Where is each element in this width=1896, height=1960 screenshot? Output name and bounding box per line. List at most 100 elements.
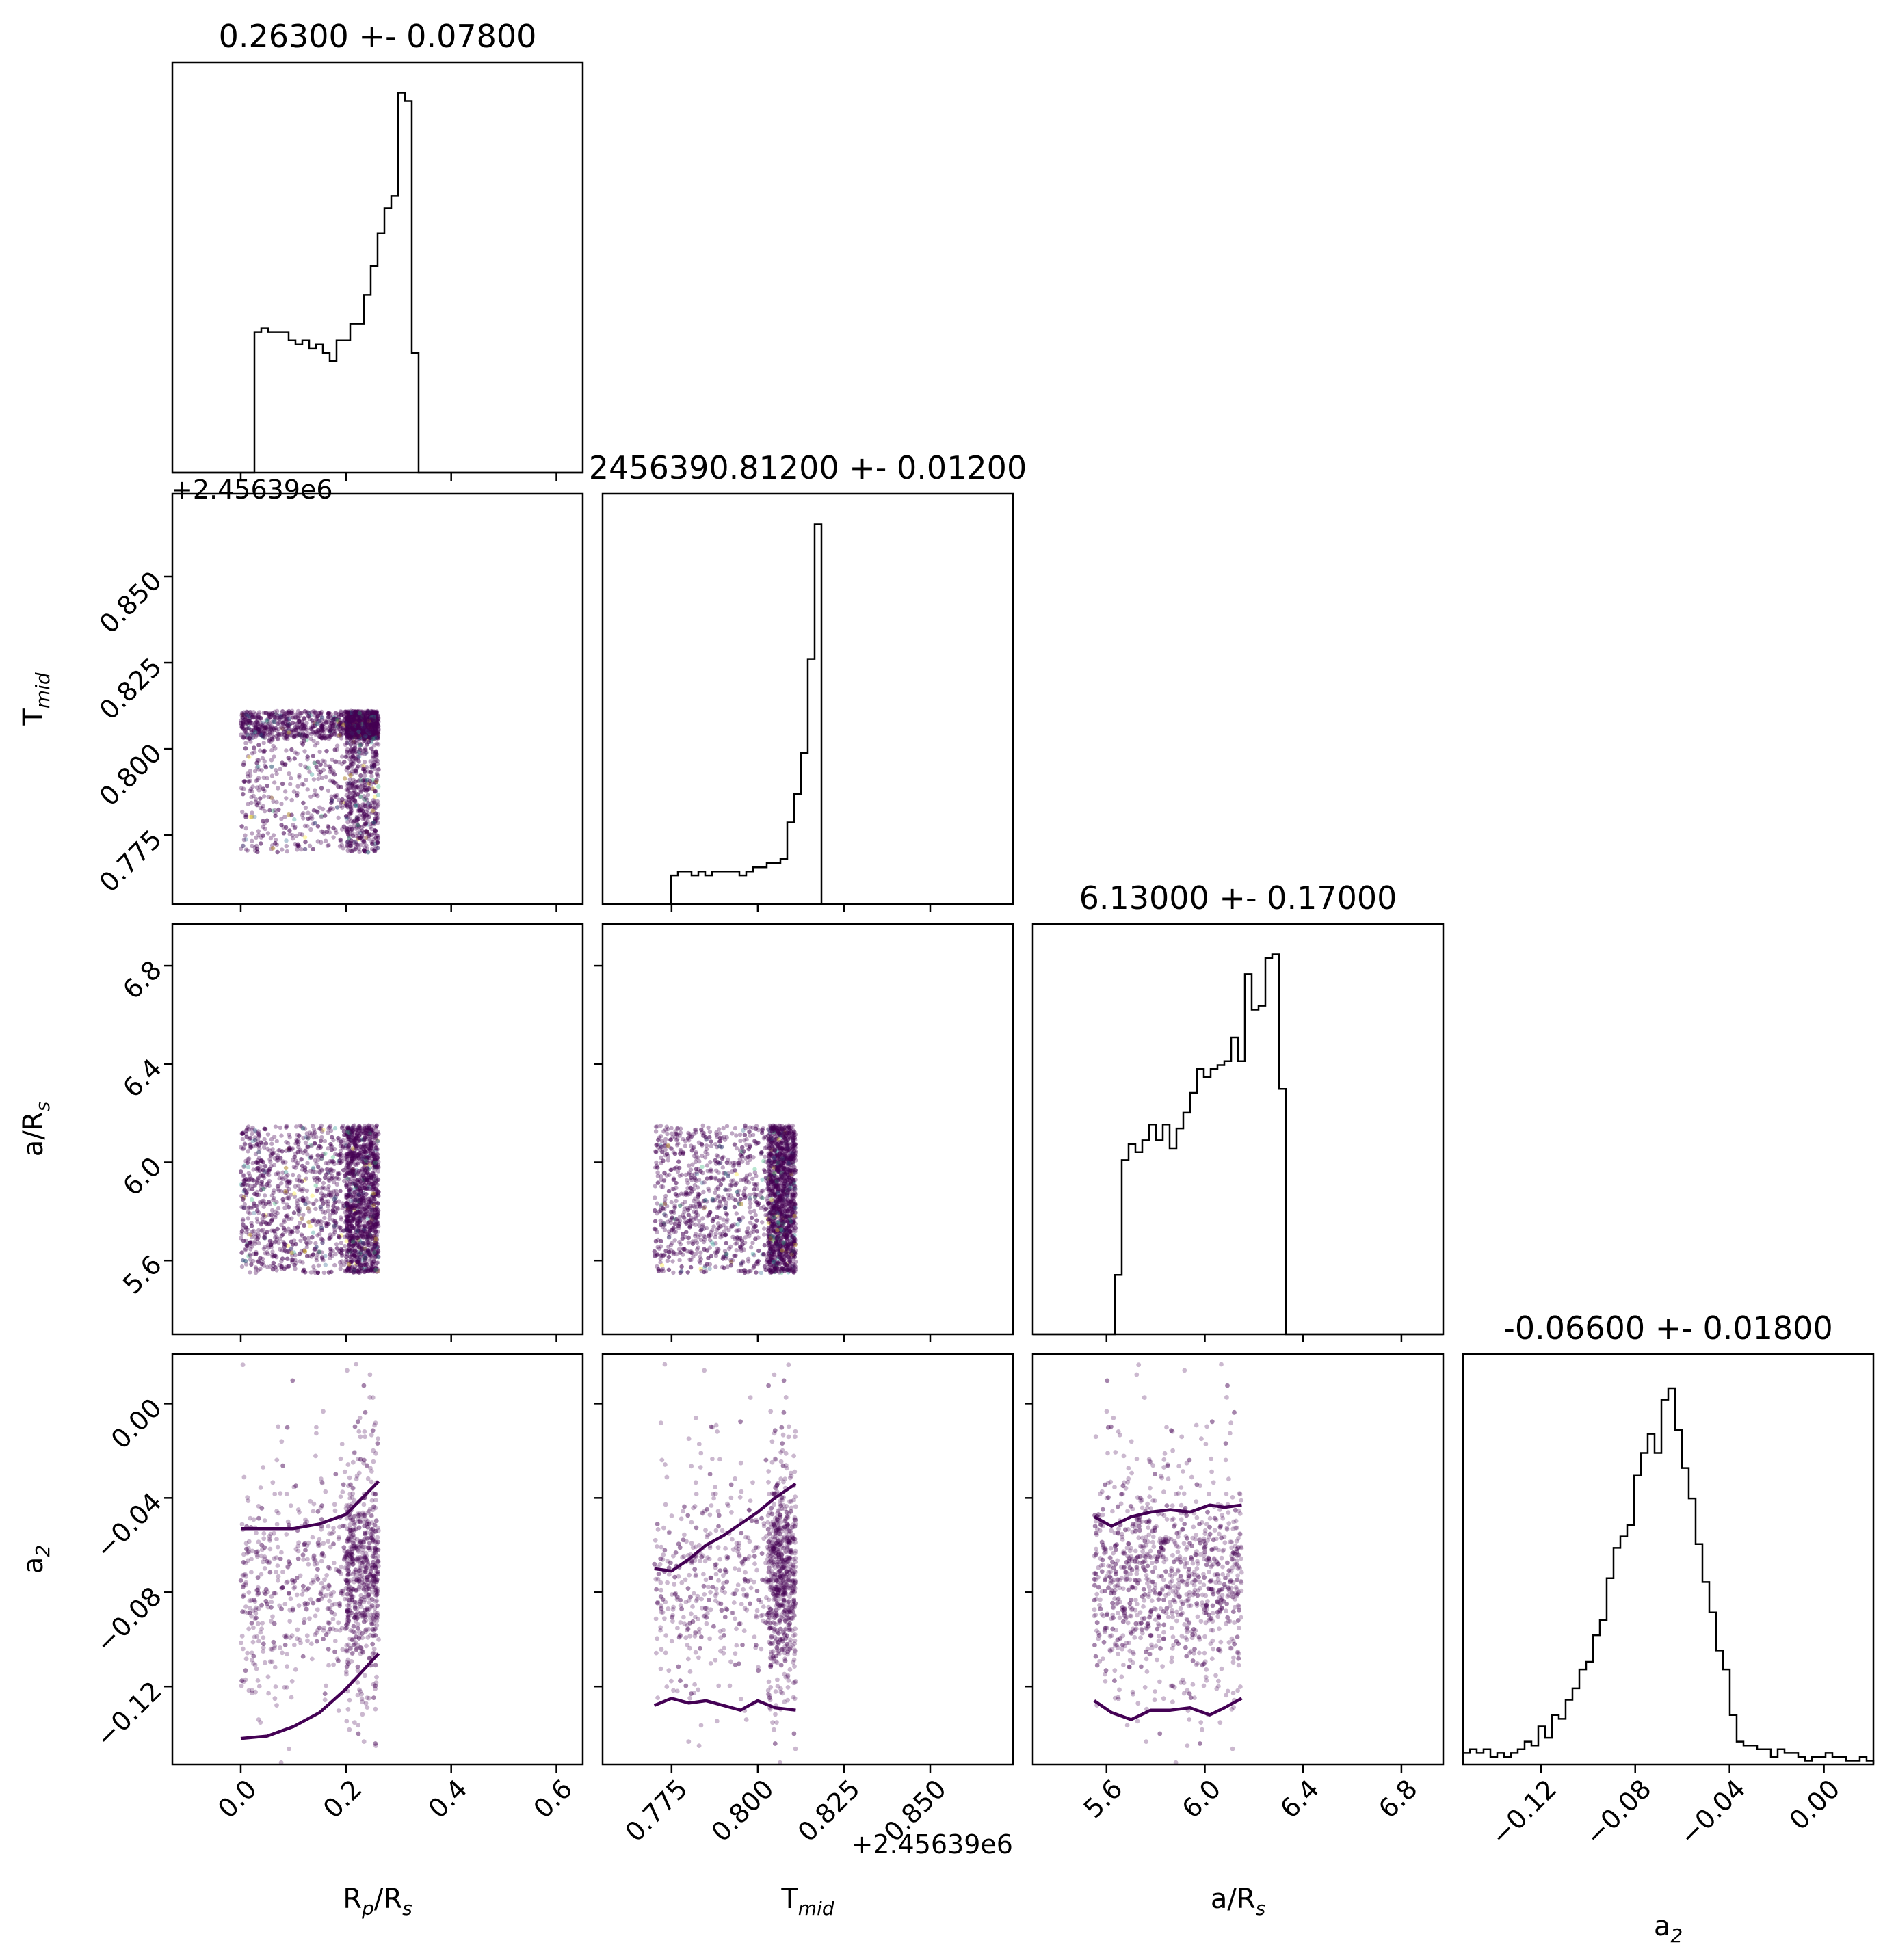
sample-point	[363, 1269, 369, 1273]
sample-point	[345, 1226, 350, 1231]
sample-point	[361, 730, 367, 736]
sample-point	[270, 1267, 276, 1272]
sample-point	[366, 1268, 371, 1273]
sample-point	[356, 1216, 360, 1221]
sample-point	[376, 717, 381, 721]
sample-point	[331, 729, 336, 734]
sample-point	[352, 1210, 358, 1216]
sample-point	[376, 714, 380, 719]
sample-point	[263, 726, 267, 730]
sample-point	[343, 709, 348, 715]
sample-point	[360, 719, 365, 724]
sample-point	[365, 1243, 369, 1248]
sample-point	[319, 724, 324, 730]
sample-point	[264, 1221, 269, 1226]
sample-point	[370, 821, 376, 826]
sample-point	[261, 720, 265, 725]
sample-point	[353, 1239, 358, 1244]
sample-point	[349, 1238, 354, 1243]
sample-point	[359, 1192, 364, 1197]
sample-point	[267, 1183, 272, 1189]
sample-point	[251, 1178, 256, 1183]
sample-point	[255, 1236, 260, 1241]
sample-point	[373, 730, 379, 735]
sample-point	[352, 1200, 356, 1204]
sample-point	[356, 715, 361, 720]
sample-point	[349, 731, 354, 736]
sample-point	[373, 718, 378, 724]
sample-point	[351, 797, 356, 802]
sample-point	[346, 717, 351, 722]
sample-point	[348, 1194, 354, 1200]
sample-point	[239, 1229, 245, 1234]
sample-point	[371, 1250, 377, 1255]
sample-point	[334, 805, 340, 810]
sample-point	[310, 1218, 315, 1223]
sample-point	[369, 1261, 374, 1266]
sample-point	[315, 810, 320, 815]
sample-point	[373, 1218, 378, 1223]
sample-point	[248, 1135, 253, 1141]
sample-point	[346, 722, 352, 728]
sample-point	[363, 1170, 368, 1176]
sample-point	[302, 847, 308, 852]
sample-point	[367, 1138, 372, 1143]
sample-point	[349, 713, 354, 717]
sample-point	[299, 734, 304, 739]
sample-point	[353, 709, 358, 714]
sample-point	[349, 711, 354, 715]
sample-point	[363, 747, 368, 752]
sample-point	[358, 1249, 364, 1254]
sample-point	[259, 732, 264, 737]
sample-point	[365, 1185, 369, 1191]
sample-point	[280, 708, 285, 714]
sample-point	[296, 725, 301, 730]
sample-point	[357, 1228, 363, 1233]
sample-point	[375, 1241, 380, 1247]
sample-point	[323, 735, 328, 741]
sample-point	[374, 1192, 379, 1197]
sample-point	[345, 1152, 350, 1157]
sample-point	[319, 724, 324, 729]
sample-point	[253, 797, 259, 802]
sample-point	[302, 724, 307, 728]
sample-point	[276, 1170, 280, 1175]
sample-point	[374, 731, 379, 737]
sample-point	[352, 804, 357, 808]
sample-point	[371, 717, 376, 722]
sample-point	[358, 1262, 363, 1267]
sample-point	[243, 847, 249, 852]
sample-point	[282, 1248, 287, 1254]
sample-point	[352, 1136, 357, 1141]
sample-point	[373, 1245, 378, 1250]
sample-point	[246, 1156, 250, 1162]
sample-point	[358, 1269, 364, 1274]
sample-point	[356, 719, 361, 724]
sample-point	[349, 1129, 354, 1135]
sample-point	[347, 733, 352, 738]
sample-point	[314, 1245, 319, 1249]
sample-point	[239, 1131, 244, 1136]
sample-point	[348, 1180, 353, 1185]
sample-point	[348, 1138, 354, 1143]
sample-point	[352, 1212, 357, 1217]
sample-point	[240, 715, 245, 720]
sample-point	[345, 724, 351, 728]
sample-point	[369, 711, 374, 717]
sample-point	[253, 730, 258, 735]
sample-point	[248, 773, 253, 778]
sample-point	[303, 839, 308, 845]
sample-point	[366, 717, 371, 722]
sample-point	[350, 732, 354, 737]
sample-point	[373, 1236, 378, 1241]
sample-point	[265, 719, 269, 724]
sample-point	[254, 726, 259, 730]
sample-point	[370, 717, 375, 722]
sample-point	[267, 736, 273, 741]
sample-point	[354, 1249, 359, 1254]
sample-point	[373, 728, 378, 733]
sample-point	[362, 811, 367, 817]
sample-point	[357, 1126, 362, 1131]
sample-point	[267, 727, 272, 732]
sample-point	[367, 1202, 373, 1208]
